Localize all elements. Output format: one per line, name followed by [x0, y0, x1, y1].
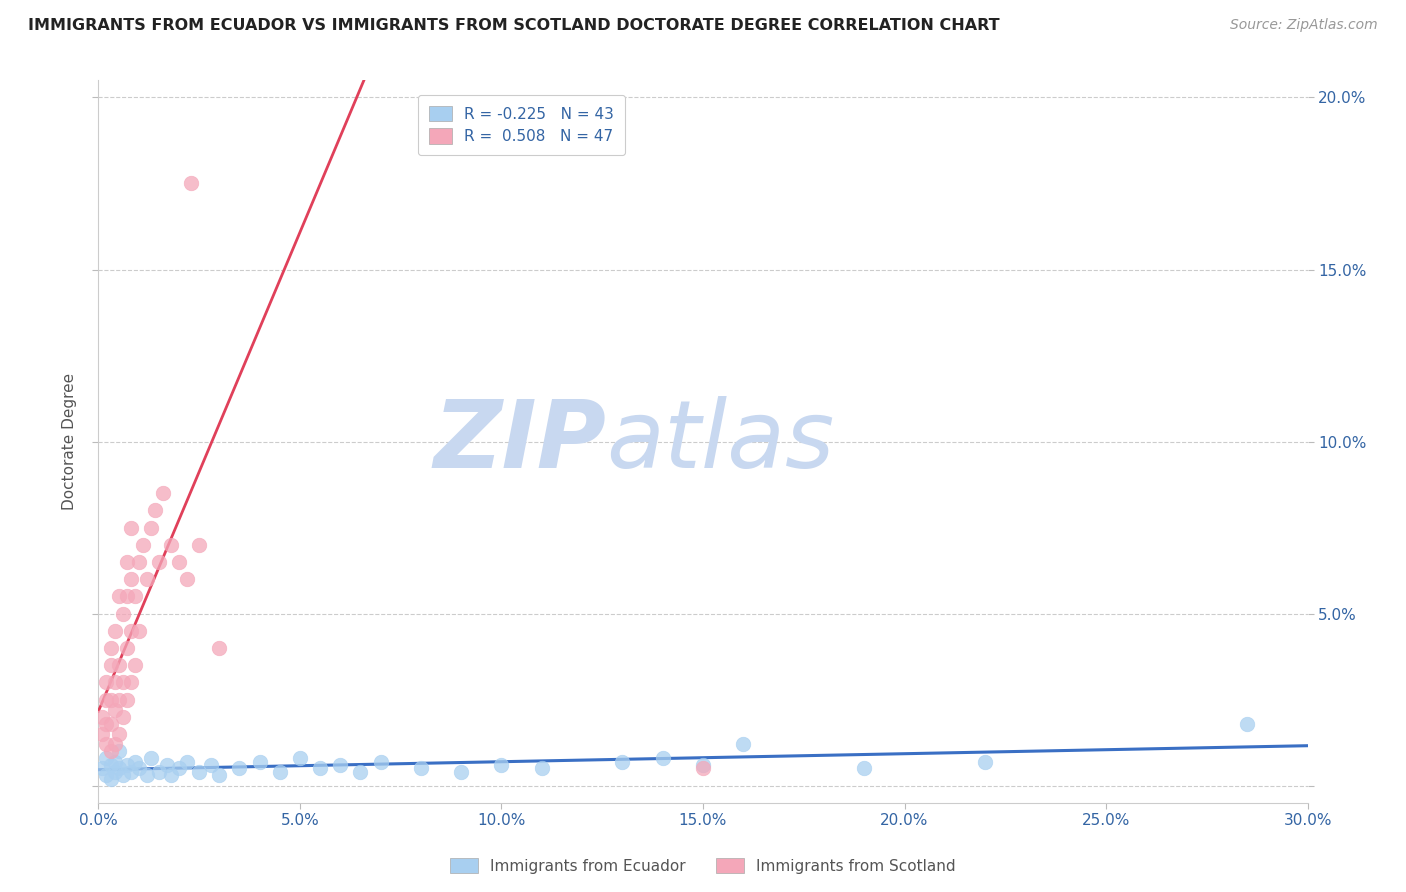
Point: [128, 555, 150, 569]
Point: [96, 768, 118, 782]
Point: [100, 692, 122, 706]
Point: [107, 590, 129, 604]
Point: [120, 764, 142, 779]
Point: [200, 758, 222, 772]
Point: [124, 658, 146, 673]
Point: [96, 675, 118, 690]
Point: [692, 758, 714, 772]
Point: [103, 737, 125, 751]
Point: [409, 761, 432, 775]
Point: [160, 538, 183, 552]
Point: [156, 758, 179, 772]
Point: [107, 761, 129, 775]
Point: [91, 710, 114, 724]
Point: [491, 758, 513, 772]
Point: [148, 764, 170, 779]
Point: [228, 761, 250, 775]
Point: [188, 538, 211, 552]
Point: [450, 764, 472, 779]
Point: [974, 755, 997, 769]
Point: [100, 716, 122, 731]
Point: [288, 751, 311, 765]
Point: [96, 716, 118, 731]
Text: IMMIGRANTS FROM ECUADOR VS IMMIGRANTS FROM SCOTLAND DOCTORATE DEGREE CORRELATION: IMMIGRANTS FROM ECUADOR VS IMMIGRANTS FR…: [28, 18, 1000, 33]
Point: [103, 675, 125, 690]
Point: [329, 758, 352, 772]
Point: [96, 751, 118, 765]
Point: [152, 486, 174, 500]
Point: [733, 737, 755, 751]
Point: [103, 755, 125, 769]
Point: [370, 755, 392, 769]
Point: [115, 692, 138, 706]
Point: [180, 177, 202, 191]
Point: [115, 640, 138, 655]
Point: [100, 744, 122, 758]
Point: [208, 768, 231, 782]
Point: [111, 768, 134, 782]
Point: [91, 761, 114, 775]
Text: atlas: atlas: [606, 396, 835, 487]
Text: Source: ZipAtlas.com: Source: ZipAtlas.com: [1230, 18, 1378, 32]
Point: [107, 744, 129, 758]
Point: [160, 768, 183, 782]
Point: [120, 624, 142, 638]
Point: [111, 607, 134, 621]
Point: [349, 764, 371, 779]
Legend: Immigrants from Ecuador, Immigrants from Scotland: Immigrants from Ecuador, Immigrants from…: [444, 852, 962, 880]
Point: [269, 764, 291, 779]
Point: [176, 572, 198, 586]
Point: [115, 555, 138, 569]
Point: [128, 624, 150, 638]
Point: [124, 755, 146, 769]
Point: [132, 538, 155, 552]
Point: [249, 755, 271, 769]
Point: [135, 572, 157, 586]
Point: [100, 658, 122, 673]
Point: [139, 751, 162, 765]
Point: [96, 692, 118, 706]
Y-axis label: Doctorate Degree: Doctorate Degree: [62, 373, 77, 510]
Point: [120, 572, 142, 586]
Point: [167, 555, 190, 569]
Point: [309, 761, 332, 775]
Point: [111, 710, 134, 724]
Point: [188, 764, 211, 779]
Point: [115, 590, 138, 604]
Point: [530, 761, 553, 775]
Point: [120, 675, 142, 690]
Point: [135, 768, 157, 782]
Point: [692, 761, 714, 775]
Point: [111, 675, 134, 690]
Point: [853, 761, 876, 775]
Point: [103, 764, 125, 779]
Legend: R = -0.225   N = 43, R =  0.508   N = 47: R = -0.225 N = 43, R = 0.508 N = 47: [419, 95, 624, 154]
Point: [107, 692, 129, 706]
Point: [612, 755, 634, 769]
Point: [167, 761, 190, 775]
Point: [107, 658, 129, 673]
Point: [128, 761, 150, 775]
Point: [107, 727, 129, 741]
Point: [1236, 716, 1258, 731]
Point: [91, 727, 114, 741]
Point: [100, 640, 122, 655]
Point: [124, 590, 146, 604]
Point: [103, 624, 125, 638]
Point: [100, 758, 122, 772]
Point: [176, 755, 198, 769]
Point: [120, 520, 142, 534]
Point: [139, 520, 162, 534]
Point: [208, 640, 231, 655]
Point: [651, 751, 673, 765]
Text: ZIP: ZIP: [433, 395, 606, 488]
Point: [148, 555, 170, 569]
Point: [100, 772, 122, 786]
Point: [96, 737, 118, 751]
Point: [103, 703, 125, 717]
Point: [115, 758, 138, 772]
Point: [143, 503, 166, 517]
